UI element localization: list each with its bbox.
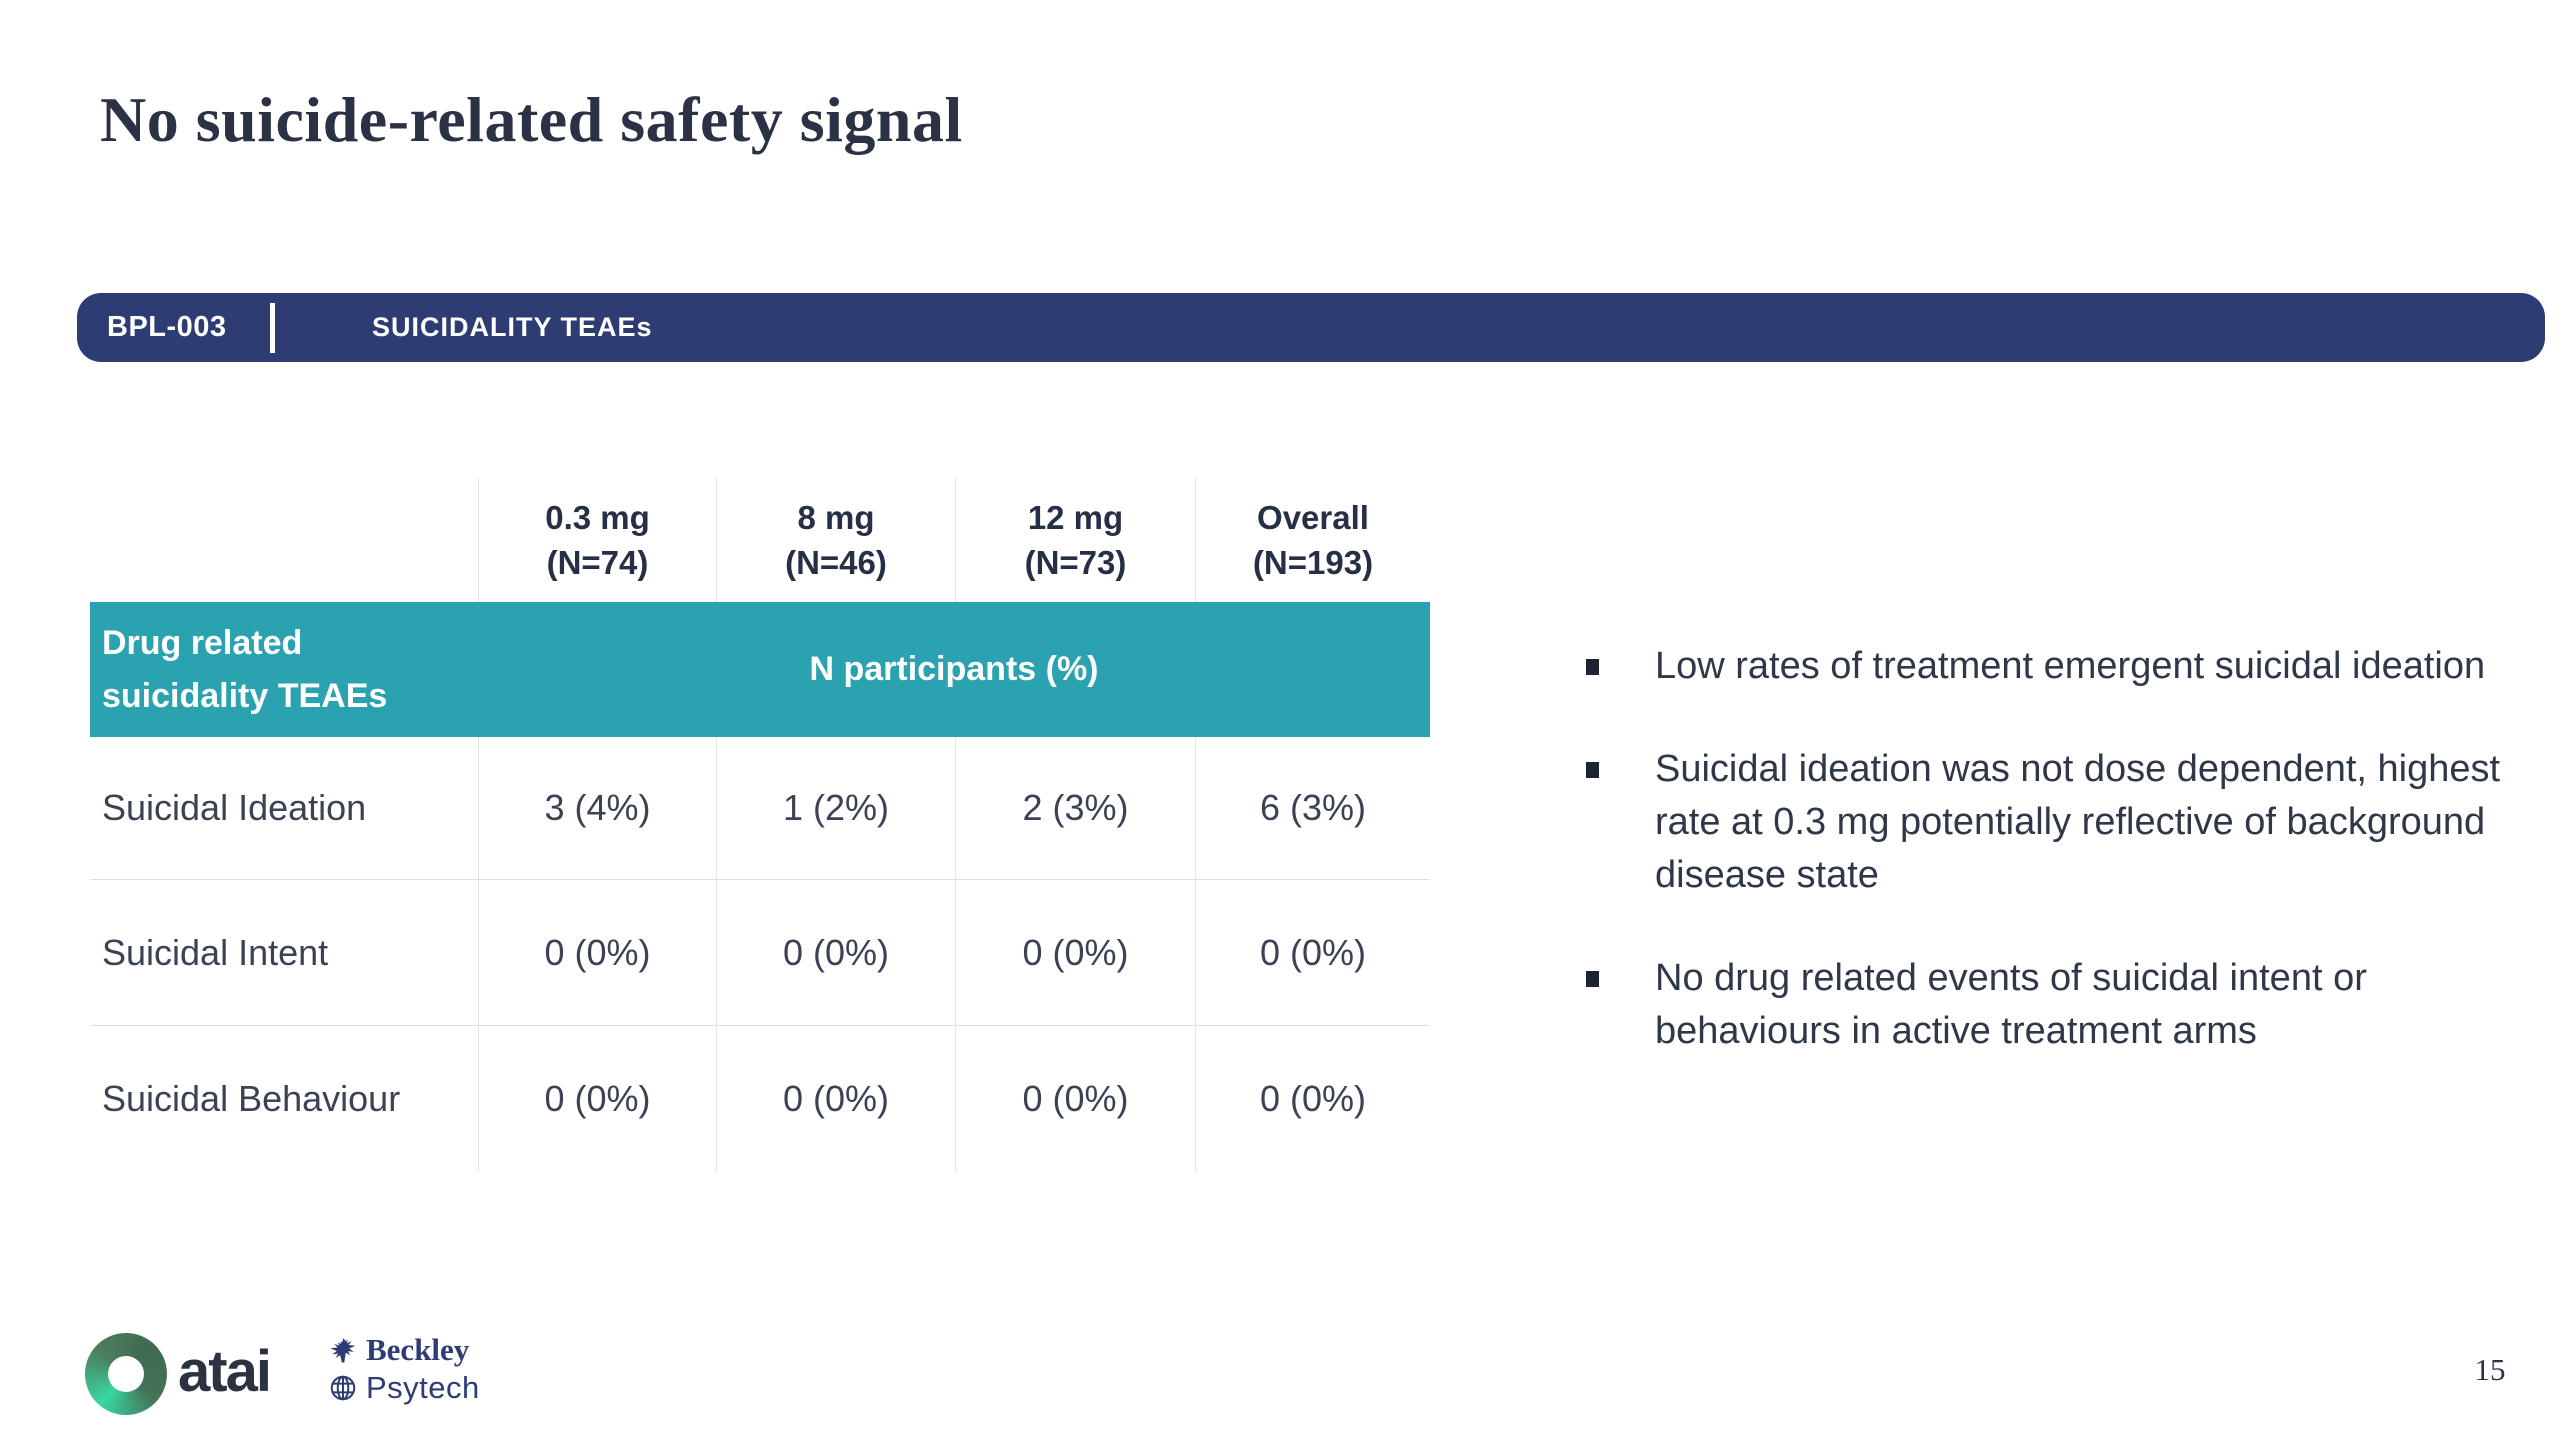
table-cell: 0 (0%) — [716, 879, 955, 1025]
bullet-square-icon — [1586, 762, 1599, 778]
page-title: No suicide-related safety signal — [100, 84, 963, 155]
dose-label: 8 mg — [797, 499, 875, 536]
key-points-list: Low rates of treatment emergent suicidal… — [1586, 640, 2516, 1058]
table-cell: 0 (0%) — [955, 879, 1195, 1025]
table-cell: 1 (2%) — [716, 737, 955, 879]
beckley-wordmark: Beckley — [366, 1332, 470, 1367]
bullet-square-icon — [1586, 659, 1599, 675]
study-id-label: BPL-003 — [107, 311, 227, 343]
table-cell: 3 (4%) — [478, 737, 716, 879]
table-header-row-label: Drug related suicidality TEAEs — [90, 602, 478, 737]
table-row-label: Suicidal Behaviour — [90, 1025, 478, 1172]
dose-n: (N=193) — [1252, 544, 1374, 581]
table-row-label: Suicidal Intent — [90, 879, 478, 1025]
dose-n: (N=74) — [546, 544, 649, 581]
atai-logo-icon — [85, 1333, 167, 1415]
globe-icon — [330, 1375, 356, 1401]
table-row-label: Suicidal Ideation — [102, 787, 367, 828]
banner-divider — [270, 302, 275, 353]
column-header-overall: Overall (N=193) — [1195, 478, 1430, 602]
bullet-text: Low rates of treatment emergent suicidal… — [1655, 645, 2486, 687]
dose-n: (N=73) — [1024, 544, 1127, 581]
table-cell: 0 (0%) — [1195, 879, 1430, 1025]
dose-label: 12 mg — [1027, 499, 1124, 536]
column-header-0.3mg: 0.3 mg (N=74) — [478, 478, 716, 602]
dose-n: (N=46) — [785, 544, 887, 581]
bullet-square-icon — [1586, 971, 1599, 987]
page-number: 15 — [2474, 1352, 2506, 1387]
dose-label: 0.3 mg — [545, 499, 650, 536]
list-item: Low rates of treatment emergent suicidal… — [1586, 640, 2516, 693]
table-corner-cell — [90, 478, 478, 602]
table-header-value-label: N participants (%) — [478, 602, 1430, 737]
table-cell: 0 (0%) — [955, 1025, 1195, 1172]
beckley-psytech-logo: Beckley Psytech — [328, 1331, 480, 1407]
psytech-wordmark: Psytech — [366, 1370, 480, 1405]
bullet-text: No drug related events of suicidal inten… — [1655, 957, 2367, 1052]
column-header-8mg: 8 mg (N=46) — [716, 478, 955, 602]
bullet-text: Suicidal ideation was not dose dependent… — [1655, 748, 2501, 896]
column-header-12mg: 12 mg (N=73) — [955, 478, 1195, 602]
dose-label: Overall — [1257, 499, 1369, 536]
eagle-icon — [330, 1337, 356, 1363]
table-cell: 0 (0%) — [478, 1025, 716, 1172]
table-cell: 0 (0%) — [478, 879, 716, 1025]
list-item: No drug related events of suicidal inten… — [1586, 952, 2516, 1058]
header-label-line1: Drug related — [102, 623, 303, 662]
table-cell: 0 (0%) — [1195, 1025, 1430, 1172]
header-label-line2: suicidality TEAEs — [102, 676, 388, 715]
table-cell: 6 (3%) — [1195, 737, 1430, 879]
banner-section-label: SUICIDALITY TEAEs — [372, 312, 653, 342]
table-cell: 2 (3%) — [955, 737, 1195, 879]
atai-wordmark: atai — [178, 1338, 272, 1404]
list-item: Suicidal ideation was not dose dependent… — [1586, 743, 2516, 902]
study-banner: BPL-003 SUICIDALITY TEAEs — [77, 293, 2545, 362]
teae-table: 0.3 mg (N=74) 8 mg (N=46) 12 mg (N=73) O… — [90, 478, 1430, 1172]
table-cell: 0 (0%) — [716, 1025, 955, 1172]
atai-logo-hole — [108, 1356, 144, 1392]
